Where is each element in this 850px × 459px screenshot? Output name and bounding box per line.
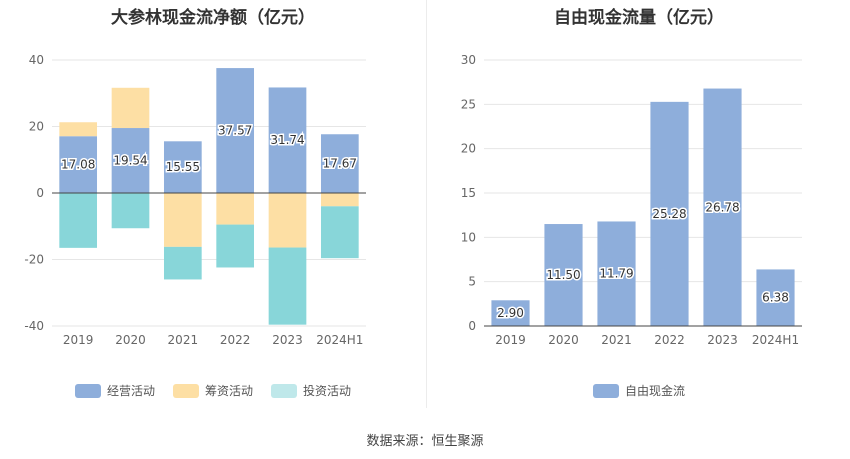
y-tick-label: 40 — [29, 53, 44, 67]
x-tick-label: 2024H1 — [752, 333, 799, 347]
free-cashflow-chart: 30 25 20 15 10 5 0 2.90 2019 11.50 2020 11.79 2021 25… — [461, 53, 802, 347]
x-tick-label: 2019 — [63, 333, 94, 347]
y-tick-label: 20 — [29, 120, 44, 134]
y-tick-label: 30 — [461, 53, 476, 67]
legend-item-free-cashflow[interactable]: 自由现金流 — [592, 382, 685, 399]
data-label: 17.08 — [61, 158, 95, 172]
cashflow-net-chart-panel: 大参林现金流净额（亿元） 40 20 0 -20 -40 17.08 2019 19.54 20… — [0, 0, 426, 420]
bar-投资活动 — [59, 193, 98, 248]
data-label: 11.79 — [599, 267, 633, 281]
x-tick-label: 2020 — [548, 333, 579, 347]
y-tick-label: 20 — [461, 142, 476, 156]
chart-title: 大参林现金流净额（亿元） — [111, 8, 315, 28]
panel-divider — [426, 0, 427, 408]
bar-筹资活动 — [268, 193, 307, 248]
bar-经营活动 — [268, 87, 307, 193]
data-label: 2.90 — [497, 306, 524, 320]
bar-自由现金流 — [597, 221, 636, 326]
x-tick-label: 2021 — [168, 333, 199, 347]
legend-label: 投资活动 — [303, 384, 352, 398]
legend-item-operating[interactable]: 经营活动 — [74, 382, 155, 399]
bar-经营活动 — [320, 134, 359, 193]
x-tick-label: 2022 — [220, 333, 251, 347]
y-tick-label: -20 — [24, 253, 44, 267]
legend-item-financing[interactable]: 筹资活动 — [172, 382, 253, 399]
legend-label: 筹资活动 — [204, 384, 253, 398]
y-tick-label: 10 — [461, 230, 476, 244]
y-tick-label: 0 — [468, 319, 476, 333]
bar-经营活动 — [59, 136, 98, 193]
x-tick-label: 2023 — [707, 333, 738, 347]
bar-自由现金流 — [703, 88, 742, 327]
data-source: 数据来源：恒生聚源 — [366, 434, 484, 449]
x-tick-label: 2023 — [272, 333, 303, 347]
data-label: 17.67 — [323, 157, 357, 171]
x-tick-label: 2022 — [654, 333, 685, 347]
y-tick-label: 15 — [461, 186, 476, 200]
y-tick-label: 25 — [461, 97, 476, 111]
data-label: 37.57 — [218, 124, 252, 138]
legend-swatch-investing — [271, 383, 297, 398]
data-label: 6.38 — [762, 291, 789, 305]
bar-经营活动 — [111, 128, 150, 193]
bar-筹资活动 — [111, 87, 150, 129]
y-tick-label: 0 — [36, 186, 44, 200]
bar-投资活动 — [111, 193, 150, 229]
legend-item-investing[interactable]: 投资活动 — [271, 382, 351, 399]
bar-自由现金流 — [544, 224, 583, 326]
bar-筹资活动 — [59, 122, 98, 137]
bar-自由现金流 — [756, 269, 795, 326]
data-label: 15.55 — [166, 160, 200, 174]
bar-投资活动 — [268, 247, 307, 325]
data-label: 19.54 — [113, 154, 147, 168]
legend-swatch-financing — [172, 383, 199, 398]
y-tick-label: -40 — [24, 319, 44, 333]
bar-投资活动 — [320, 206, 359, 259]
legend: 经营活动 筹资活动 投资活动 — [0, 382, 426, 399]
bar-筹资活动 — [163, 193, 202, 247]
bar-投资活动 — [216, 224, 255, 268]
data-label: 26.78 — [705, 200, 739, 214]
x-tick-label: 2021 — [601, 333, 632, 347]
cashflow-net-chart: 40 20 0 -20 -40 17.08 2019 19.54 2020 15.55 2021 37… — [24, 53, 366, 347]
legend-swatch-free-cashflow — [592, 383, 619, 398]
legend: 自由现金流 — [428, 382, 850, 399]
free-cashflow-chart-panel: 自由现金流量（亿元） 30 25 20 15 10 5 0 2.90 2019 11.50 2020… — [428, 0, 850, 420]
bar-筹资活动 — [320, 193, 359, 207]
bar-经营活动 — [163, 141, 202, 193]
bar-投资活动 — [163, 246, 202, 280]
bar-筹资活动 — [216, 193, 255, 225]
data-label: 25.28 — [652, 207, 686, 221]
bar-自由现金流 — [650, 101, 689, 326]
legend-label: 自由现金流 — [624, 384, 685, 398]
legend-label: 经营活动 — [106, 384, 155, 398]
bar-经营活动 — [216, 68, 255, 193]
legend-swatch-operating — [74, 383, 101, 398]
chart-title: 自由现金流量（亿元） — [554, 8, 724, 28]
x-tick-label: 2019 — [495, 333, 526, 347]
bar-自由现金流 — [491, 300, 530, 326]
x-tick-label: 2020 — [115, 333, 146, 347]
data-label: 11.50 — [546, 268, 580, 282]
y-tick-label: 5 — [468, 275, 476, 289]
x-tick-label: 2024H1 — [316, 333, 363, 347]
data-label: 31.74 — [270, 133, 304, 147]
